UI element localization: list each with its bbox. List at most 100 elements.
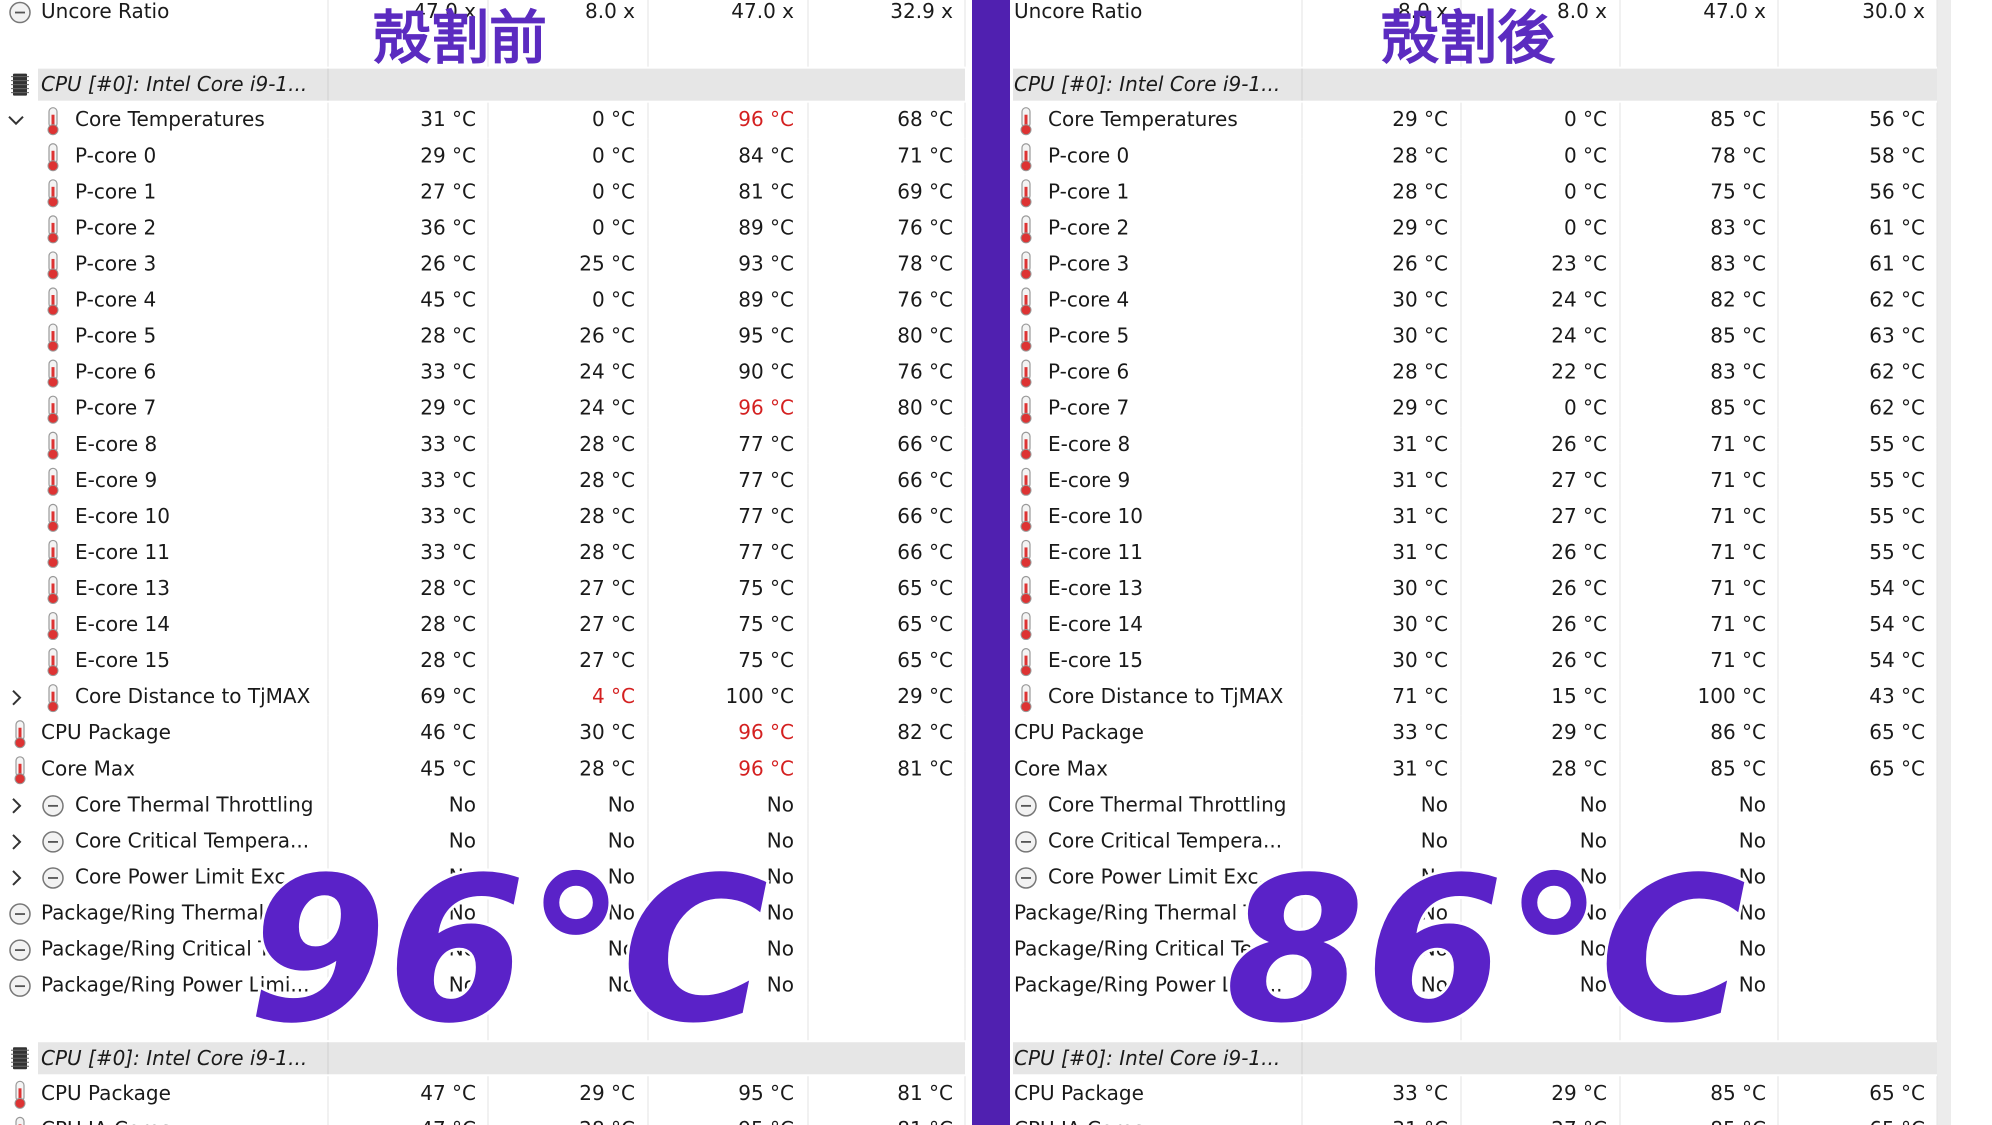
row: P-core 3 26 °C 25 °C 93 °C 78 °C bbox=[47, 246, 966, 283]
sensor-label: CPU Package bbox=[1014, 720, 1144, 744]
row: Core Distance to TjMAX 69 °C 4 °C 100 °C 29 … bbox=[12, 679, 966, 716]
row: Uncore Ratio 8.0 x 8.0 x 47.0 x 30.0 x bbox=[1014, 0, 1938, 31]
sensor-value: 58 °C bbox=[1869, 143, 1925, 167]
thermometer-fill bbox=[51, 295, 55, 310]
thermometer-fill bbox=[18, 727, 22, 742]
sensor-label: Core Thermal Throttling bbox=[75, 792, 313, 816]
sensor-value: 33 °C bbox=[420, 432, 476, 456]
sensor-value: 90 °C bbox=[738, 360, 794, 384]
row: E-core 9 33 °C 28 °C 77 °C 66 °C bbox=[47, 463, 966, 500]
overlay-temperature: 96℃ bbox=[248, 835, 769, 1068]
sensor-label: E-core 13 bbox=[1048, 576, 1143, 600]
row: P-core 2 29 °C 0 °C 83 °C 61 °C bbox=[1020, 210, 1938, 247]
sensor-label: Package/Ring Power Limi... bbox=[41, 973, 309, 997]
sensor-value: No bbox=[608, 792, 635, 816]
sensor-label: CPU IA Cores bbox=[41, 1117, 171, 1125]
sensor-value: 30 °C bbox=[1392, 612, 1448, 636]
sensor-value: 8.0 x bbox=[1398, 0, 1448, 23]
sensor-label: P-core 1 bbox=[1048, 179, 1129, 203]
sensor-label: Core Critical Tempera... bbox=[75, 828, 309, 852]
row: CPU Package 46 °C 30 °C 96 °C 82 °C bbox=[14, 715, 966, 752]
sensor-value: 71 °C bbox=[1710, 432, 1766, 456]
scrollbar bbox=[1937, 0, 1951, 1125]
sensor-value: 66 °C bbox=[897, 540, 953, 564]
sensor-label: P-core 4 bbox=[75, 288, 156, 312]
thermometer-fill bbox=[51, 186, 55, 201]
sensor-value: 83 °C bbox=[1710, 251, 1766, 275]
sensor-label: P-core 4 bbox=[1048, 288, 1129, 312]
group-header-band bbox=[38, 68, 965, 101]
thermometer-fill bbox=[1024, 222, 1028, 237]
sensor-value: 0 °C bbox=[592, 179, 635, 203]
sensor-value: 28 °C bbox=[579, 1117, 635, 1125]
sensor-value: No bbox=[608, 828, 635, 852]
sensor-value: 27 °C bbox=[579, 648, 635, 672]
sensor-value: 31 °C bbox=[1392, 504, 1448, 528]
thermometer-fill bbox=[18, 1088, 22, 1103]
sensor-label: E-core 10 bbox=[1048, 504, 1143, 528]
sensor-value: 62 °C bbox=[1869, 360, 1925, 384]
sensor-value: 24 °C bbox=[1551, 288, 1607, 312]
sensor-value: 71 °C bbox=[1710, 468, 1766, 492]
sensor-value: 31 °C bbox=[1392, 540, 1448, 564]
sensor-label: Package/Ring Critical T... bbox=[41, 937, 287, 961]
thermometer-bulb bbox=[1020, 412, 1032, 424]
sensor-value: 85 °C bbox=[1710, 107, 1766, 131]
sensor-value: 80 °C bbox=[897, 324, 953, 348]
thermometer-fill bbox=[1024, 258, 1028, 273]
sensor-value: 27 °C bbox=[1551, 504, 1607, 528]
sensor-value: No bbox=[767, 937, 794, 961]
sensor-value: 47.0 x bbox=[1703, 0, 1766, 23]
sensor-label: E-core 9 bbox=[75, 468, 157, 492]
thermometer-bulb bbox=[47, 268, 59, 280]
sensor-value: 76 °C bbox=[897, 215, 953, 239]
sensor-label: P-core 6 bbox=[75, 360, 156, 384]
sensor-value: No bbox=[1421, 792, 1448, 816]
sensor-value: 24 °C bbox=[579, 360, 635, 384]
sensor-value: 45 °C bbox=[420, 288, 476, 312]
sensor-value: 8.0 x bbox=[1557, 0, 1607, 23]
sensor-value: No bbox=[767, 973, 794, 997]
tree-expander bbox=[12, 689, 22, 706]
overlay-title: 殻割後 bbox=[1381, 4, 1556, 72]
sensor-value: 65 °C bbox=[1869, 756, 1925, 780]
overlay: 殻割前 96℃ 殻割後 86℃ bbox=[245, 4, 1750, 1071]
sensor-value: No bbox=[1421, 937, 1448, 961]
sensor-value: 96 °C bbox=[738, 720, 794, 744]
row bbox=[1301, 30, 1938, 67]
sensor-value: No bbox=[1421, 828, 1448, 852]
row: Package/Ring Power Limi... No No No bbox=[1014, 968, 1938, 1005]
thermometer-fill bbox=[51, 439, 55, 454]
sensor-value: 33 °C bbox=[420, 504, 476, 528]
thermometer-fill bbox=[1024, 367, 1028, 382]
group-header: CPU [#0]: Intel Core i9-1... bbox=[1014, 72, 1280, 96]
sensor-value: 26 °C bbox=[579, 324, 635, 348]
sensor-value: No bbox=[1739, 973, 1766, 997]
group-header: CPU [#0]: Intel Core i9-1... bbox=[41, 1046, 307, 1070]
sensor-value: No bbox=[608, 973, 635, 997]
row: E-core 14 30 °C 26 °C 71 °C 54 °C bbox=[1020, 607, 1938, 644]
sensor-value: 29 °C bbox=[897, 684, 953, 708]
sensor-label: E-core 14 bbox=[75, 612, 170, 636]
sensor-label: E-core 14 bbox=[1048, 612, 1143, 636]
thermometer-fill bbox=[51, 619, 55, 634]
sensor-value: No bbox=[449, 973, 476, 997]
thermometer-bulb bbox=[47, 556, 59, 568]
sensor-value: 36 °C bbox=[420, 215, 476, 239]
divider bbox=[972, 0, 1010, 1125]
sensor-value: 82 °C bbox=[1710, 288, 1766, 312]
thermometer-bulb bbox=[1020, 592, 1032, 604]
row: E-core 8 31 °C 26 °C 71 °C 55 °C bbox=[1020, 427, 1938, 464]
thermometer-bulb bbox=[47, 232, 59, 244]
sensor-label: Core Distance to TjMAX bbox=[1048, 684, 1284, 708]
sensor-value: 28 °C bbox=[579, 432, 635, 456]
row: P-core 6 28 °C 22 °C 83 °C 62 °C bbox=[1020, 355, 1938, 392]
sensor-value: 85 °C bbox=[1710, 1081, 1766, 1105]
sensor-label: Core Power Limit Exc... bbox=[1048, 864, 1278, 888]
thermometer-bulb bbox=[1020, 124, 1032, 136]
row: P-core 5 30 °C 24 °C 85 °C 63 °C bbox=[1020, 319, 1938, 356]
sensor-value: 75 °C bbox=[1710, 179, 1766, 203]
sensor-value: No bbox=[449, 828, 476, 852]
sensor-value: 77 °C bbox=[738, 540, 794, 564]
